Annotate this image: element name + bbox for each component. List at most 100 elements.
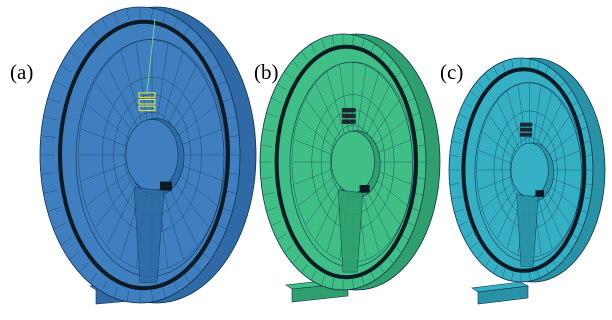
mesh-radial-c-19 — [506, 91, 525, 152]
mesh-rim-tick-b-15 — [311, 270, 316, 281]
wheel-model-b — [259, 33, 441, 303]
mesh-rim-tick-a-26 — [43, 116, 57, 120]
mesh-rim-tick-c-3 — [578, 209, 588, 214]
mesh-rim-tick-b-41 — [386, 60, 394, 69]
panel-label-b: (b) — [254, 60, 279, 84]
mesh-rim-tick-c-43 — [569, 101, 579, 108]
mesh-rim-tick-c-15 — [493, 265, 498, 274]
mesh-rim-tick-b-37 — [352, 35, 355, 46]
mesh-rim-tick-b-31 — [292, 60, 300, 69]
mesh-rim-tick-a-7 — [192, 262, 202, 273]
wheel-hub-notch-a — [160, 181, 172, 191]
wheel-hub-face-a — [125, 119, 179, 191]
mesh-rim-tick-b-40 — [378, 51, 385, 61]
mesh-rim-tick-a-28 — [53, 80, 66, 88]
mesh-radial-c-15 — [479, 150, 518, 166]
mesh-rim-tick-c-1 — [582, 183, 593, 185]
mesh-rim-tick-b-17 — [292, 255, 300, 264]
mesh-rim-tick-b-18 — [284, 245, 293, 253]
mesh-rim-tick-c-39 — [544, 66, 549, 75]
mesh-rim-tick-a-23 — [40, 172, 55, 175]
wheel-model-c — [448, 57, 606, 305]
mesh-rim-tick-a-33 — [101, 18, 108, 30]
mesh-radial-a-17 — [95, 82, 139, 139]
mesh-rim-tick-b-45 — [408, 112, 420, 118]
mesh-rim-tick-a-29 — [60, 64, 72, 73]
mesh-rim-tick-b-27 — [266, 112, 278, 118]
mesh-rim-tick-a-21 — [47, 206, 61, 212]
mesh-rim-tick-b-11 — [352, 278, 355, 289]
wheel-stand-b — [337, 189, 364, 273]
mesh-rim-tick-c-25 — [449, 155, 460, 157]
mesh-rim-tick-c-14 — [502, 269, 506, 279]
mesh-rim-tick-a-22 — [43, 190, 57, 194]
mesh-rim-tick-c-6 — [564, 242, 573, 250]
mesh-rim-tick-c-28 — [458, 113, 468, 119]
mesh-rim-tick-a-43 — [208, 64, 220, 73]
mesh-rim-tick-c-8 — [551, 259, 558, 268]
fixture-coil-c-2 — [519, 132, 533, 137]
mesh-rim-tick-c-13 — [511, 272, 514, 282]
mesh-rim-tick-b-1 — [413, 177, 426, 179]
mesh-radial-b-17 — [306, 99, 342, 148]
mesh-radial-c-23 — [535, 91, 553, 152]
mesh-radial-a-22 — [155, 42, 169, 130]
mesh-rim-tick-b-19 — [277, 233, 287, 241]
mesh-rim-tick-c-5 — [569, 232, 579, 239]
mesh-rim-tick-a-17 — [78, 262, 88, 273]
mesh-rim-tick-b-47 — [413, 145, 426, 147]
mesh-rim-tick-c-19 — [463, 232, 473, 239]
mesh-radial-b-11 — [306, 176, 342, 225]
mesh-radial-b-20 — [339, 64, 350, 140]
mesh-rim-tick-b-34 — [321, 38, 325, 49]
mesh-rim-tick-c-37 — [528, 58, 531, 68]
mesh-rim-tick-b-7 — [386, 255, 394, 264]
panel-label-a: (a) — [10, 60, 34, 84]
mesh-rim-tick-a-19 — [60, 237, 72, 246]
mesh-rim-tick-b-25 — [260, 145, 273, 147]
mesh-rim-tick-b-30 — [284, 71, 293, 79]
mesh-rim-tick-b-21 — [266, 206, 278, 212]
mesh-rim-tick-b-4 — [404, 220, 415, 227]
mesh-radial-c-16 — [482, 131, 519, 162]
mesh-radial-c-17 — [488, 115, 520, 158]
mesh-radial-c-22 — [532, 84, 542, 151]
mesh-radial-c-12 — [482, 178, 519, 209]
mesh-rim-tick-b-23 — [260, 177, 273, 179]
mesh-radial-b-12 — [298, 171, 340, 206]
mesh-rim-tick-b-2 — [411, 192, 424, 196]
mesh-rim-tick-b-28 — [271, 97, 282, 104]
mesh-rim-tick-c-26 — [451, 140, 462, 144]
mesh-rim-tick-a-37 — [151, 8, 154, 21]
mesh-rim-tick-a-2 — [223, 190, 237, 194]
fixture-coil-a-1 — [138, 99, 156, 105]
mesh-rim-tick-c-47 — [582, 155, 593, 157]
mesh-rim-tick-c-30 — [469, 90, 478, 98]
mesh-rim-tick-a-39 — [172, 18, 179, 30]
mesh-radial-a-13 — [81, 160, 135, 181]
mesh-radial-a-15 — [81, 129, 135, 150]
mesh-radial-b-15 — [294, 139, 339, 158]
mesh-radial-b-13 — [294, 166, 339, 185]
mesh-rim-tick-a-20 — [53, 222, 66, 230]
mesh-rim-tick-a-5 — [208, 237, 220, 246]
mesh-radial-c-13 — [479, 174, 518, 190]
mesh-rim-tick-b-38 — [361, 38, 365, 49]
mesh-rim-tick-c-32 — [484, 72, 491, 81]
mesh-rim-tick-a-44 — [214, 80, 227, 88]
mesh-rim-tick-c-10 — [536, 269, 540, 279]
mesh-rim-tick-c-44 — [574, 113, 584, 119]
mesh-rim-tick-c-27 — [454, 126, 464, 131]
fixture-coil-c-1 — [519, 127, 533, 132]
mesh-rim-tick-c-17 — [476, 251, 484, 260]
mesh-rim-tick-c-23 — [449, 183, 460, 185]
wheel-hub-face-c — [510, 142, 549, 198]
mesh-rim-tick-a-11 — [151, 289, 154, 302]
mesh-rim-tick-c-41 — [558, 80, 566, 89]
mesh-radial-c-11 — [488, 182, 520, 225]
mesh-rim-tick-a-45 — [219, 98, 233, 104]
mesh-rim-tick-c-21 — [454, 209, 464, 214]
mesh-rim-tick-a-6 — [200, 251, 211, 260]
